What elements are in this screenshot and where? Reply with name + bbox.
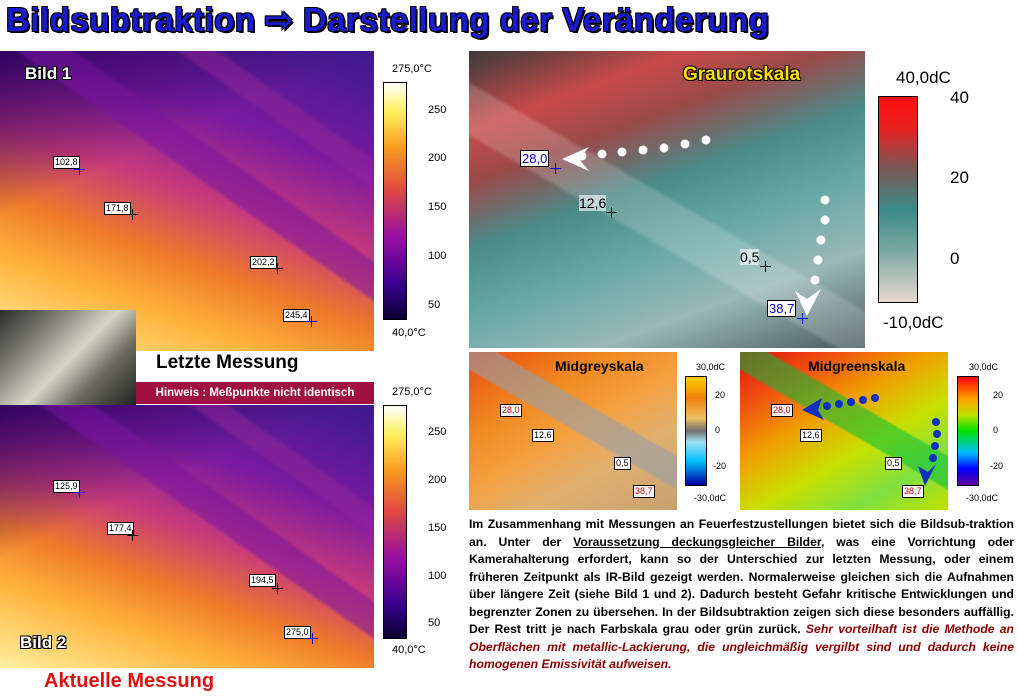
image-2-point-1-marker	[74, 487, 85, 498]
midgrey-label: Midgreyskala	[555, 358, 644, 374]
midgreen-point-4-value: 38,7	[902, 485, 924, 498]
image-2-point-3-marker	[272, 583, 283, 594]
image-2-scale-tick: 150	[428, 522, 447, 534]
description-part-1: Im Zusammenhang mit Messungen an Feuerfe…	[469, 517, 1014, 549]
midgrey-point-3-value: 0,5	[614, 457, 631, 470]
redgrey-point-3-marker	[760, 261, 771, 272]
image-2-colorbar	[383, 405, 407, 639]
image-2-point-2-marker	[127, 530, 138, 541]
image-1-scale-tick: 100	[428, 250, 447, 262]
description-part-2: , was eine Vorrichtung oder Kamerahalter…	[469, 534, 1014, 637]
image-1-label: Bild 1	[25, 64, 72, 83]
furnace-photo	[0, 310, 136, 412]
midgreen-colorbar	[957, 376, 979, 486]
image-2-point-4-marker	[307, 633, 318, 644]
redgrey-colorbar	[878, 96, 918, 303]
redgrey-scale-tick: 20	[950, 168, 969, 187]
image-1-caption: Letzte Messung	[156, 352, 299, 373]
midgreen-scale-max: 30,0dC	[969, 362, 999, 372]
midgrey-scale-min: -30,0dC	[694, 493, 727, 503]
redgrey-scale-tick: 0	[950, 249, 960, 268]
image-1-scale-tick: 150	[428, 201, 447, 213]
midgreen-point-1-value: 28,0	[771, 404, 793, 417]
midgrey-scale-max: 30,0dC	[696, 362, 726, 372]
midgrey-point-2-value: 12,6	[532, 429, 554, 442]
midgreen-scale-tick: 0	[993, 425, 999, 435]
redgrey-point-1-value: 28,0	[520, 150, 550, 167]
midgrey-scale-tick: 20	[715, 390, 726, 400]
image-2-point-3-value: 194,5	[249, 574, 276, 587]
midgreen-scale-tick: 20	[993, 390, 1004, 400]
image-1-scale-max: 275,0°C	[392, 63, 432, 75]
image-1-scale-tick: 200	[428, 152, 447, 164]
midgreen-label: Midgreenskala	[808, 358, 906, 374]
redgrey-point-2-marker	[606, 207, 617, 218]
redgrey-point-1-marker	[550, 163, 561, 174]
image-1-point-2-marker	[127, 209, 138, 220]
image-2-point-2-value: 177,4	[107, 522, 134, 535]
midgreen-point-2-value: 12,6	[800, 429, 822, 442]
redgrey-point-3-value: 0,5	[740, 249, 760, 265]
image-2-scale-tick: 250	[428, 426, 447, 438]
redgrey-point-2-value: 12,6	[579, 195, 607, 211]
image-1-colorbar	[383, 82, 407, 320]
image-1-scale-tick: 50	[428, 299, 441, 311]
image-1-point-1-marker	[74, 164, 85, 175]
image-2-label: Bild 2	[20, 633, 67, 652]
image-1-point-2-value: 171,8	[104, 202, 131, 215]
image-1-point-4-marker	[306, 316, 317, 327]
image-1-scale-min: 40,0°C	[392, 327, 426, 339]
image-1-point-3-value: 202,2	[250, 256, 277, 269]
thermal-image-1	[0, 51, 374, 351]
thermal-image-2	[0, 405, 374, 668]
image-2-scale-tick: 100	[428, 570, 447, 582]
image-2-scale-tick: 200	[428, 474, 447, 486]
image-1-point-1-value: 102,8	[53, 156, 80, 169]
image-1-point-4-value: 245,4	[283, 309, 310, 322]
page-title: Bildsubtraktion ⇨ Darstellung der Veränd…	[6, 1, 770, 38]
image-2-scale-min: 40,0°C	[392, 644, 426, 656]
redgrey-point-4-marker	[797, 313, 808, 324]
subtraction-image-midgrey	[469, 352, 677, 510]
midgrey-scale-tick: -20	[713, 461, 727, 471]
redgrey-point-4-value: 38,7	[767, 300, 797, 317]
midgreen-arrows	[802, 394, 941, 486]
redgrey-label: Graurotskala	[683, 64, 801, 85]
redgrey-scale-max: 40,0dC	[896, 68, 951, 87]
redgrey-arrows	[562, 135, 830, 316]
image-2-scale-max: 275,0°C	[392, 386, 432, 398]
image-2-point-1-value: 125,9	[53, 480, 80, 493]
midgrey-point-1-value: 28,0	[500, 404, 522, 417]
description-text: Im Zusammenhang mit Messungen an Feuerfe…	[469, 516, 1014, 696]
midgrey-point-4-value: 38,7	[633, 485, 655, 498]
image-2-point-4-value: 275,0	[284, 626, 311, 639]
redgrey-scale-min: -10,0dC	[883, 313, 944, 332]
hint-banner: Hinweis : Meßpunkte nicht identisch	[136, 382, 374, 404]
midgrey-scale-tick: 0	[715, 425, 721, 435]
midgreen-scale-tick: -20	[990, 461, 1004, 471]
redgrey-scale-tick: 40	[950, 88, 969, 107]
image-2-caption: Aktuelle Messung	[44, 670, 215, 692]
description-underlined: Voraussetzung deckungsgleicher Bilder	[573, 534, 821, 549]
midgreen-point-3-value: 0,5	[885, 457, 902, 470]
description-emphasis: Sehr vorteilhaft ist die Methode an Ober…	[469, 622, 1014, 671]
midgrey-colorbar	[685, 376, 707, 486]
image-1-point-3-marker	[272, 263, 283, 274]
image-2-scale-tick: 50	[428, 617, 441, 629]
image-1-scale-tick: 250	[428, 104, 447, 116]
midgreen-scale-min: -30,0dC	[966, 493, 999, 503]
subtraction-image-midgreen	[740, 352, 948, 510]
